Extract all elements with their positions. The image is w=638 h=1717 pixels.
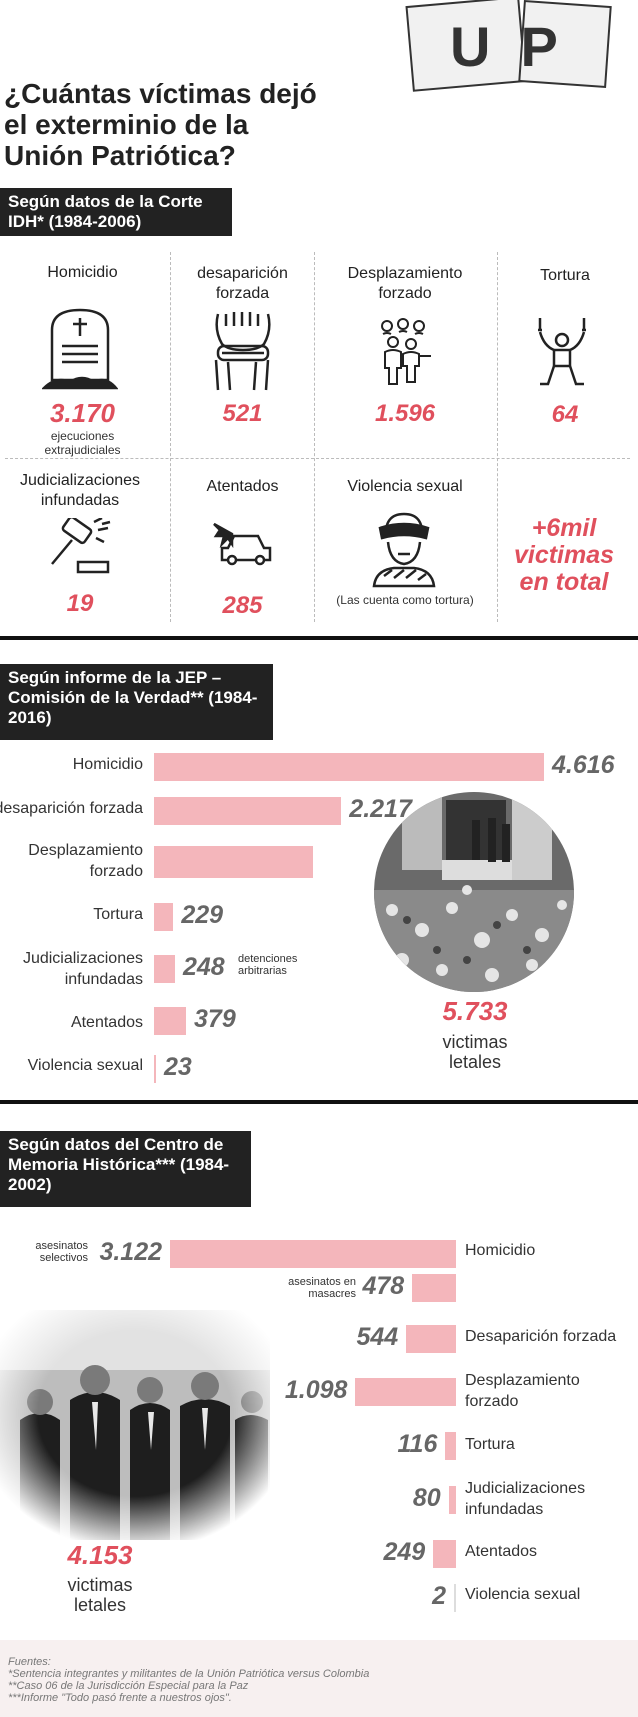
s3-total-value: 4.153 — [67, 1540, 133, 1570]
cell-value-homicidio: 3.170 — [49, 398, 116, 428]
s2-total-value: 5.733 — [442, 996, 508, 1026]
s2-value-6: 23 — [164, 1053, 192, 1081]
car-bomb-icon — [212, 520, 274, 566]
s3-cat-6: Atentados — [465, 1543, 538, 1560]
cell-title-atentados: Atentados — [206, 478, 279, 495]
s2-cat-3: Tortura — [93, 906, 143, 923]
cell-note-violencia-sexual: (Las cuenta como tortura) — [336, 593, 474, 607]
source-line-2: **Caso 06 de la Jurisdicción Especial pa… — [8, 1680, 249, 1692]
tombstone-icon — [42, 306, 118, 390]
cell-value-atentados: 285 — [222, 592, 263, 619]
sign-letters: UP — [450, 15, 588, 78]
s3-bar-3 — [355, 1378, 456, 1406]
blindfolded-person-icon — [366, 508, 442, 588]
divider — [314, 252, 315, 622]
s2-cat-1: desaparición forzada — [0, 800, 143, 817]
s2-value-1: 2.217 — [349, 795, 412, 823]
sources-heading: Fuentes: — [8, 1656, 51, 1668]
s3-cat-4: Tortura — [465, 1436, 515, 1453]
cell-note-homicidio: ejecuciones extrajudiciales — [44, 429, 121, 457]
s2-bar-4 — [154, 955, 175, 983]
divider — [5, 458, 630, 459]
s2-bar-2 — [154, 846, 313, 878]
s3-cat-3: Desplazamiento forzado — [465, 1372, 580, 1410]
s3-bar-5 — [448, 1486, 456, 1514]
group-photo — [0, 1310, 270, 1540]
cell-title-judicializaciones: Judicializaciones infundadas — [19, 472, 141, 509]
section1-total: +6mil victimas en total — [513, 514, 615, 596]
cell-title-desplazamiento: Desplazamiento forzado — [347, 265, 463, 302]
divider — [497, 252, 498, 622]
cell-title-tortura: Tortura — [540, 267, 590, 284]
cell-value-tortura: 64 — [551, 401, 579, 428]
hanging-person-icon — [534, 316, 590, 388]
s2-bar-3 — [154, 903, 174, 931]
s3-value-6: 249 — [383, 1538, 426, 1566]
s2-cat-5: Atentados — [70, 1014, 143, 1031]
gavel-icon — [46, 518, 118, 580]
s3-value-5: 80 — [412, 1484, 441, 1512]
section-rule — [0, 1100, 638, 1104]
s3-note-0: asesinatos selectivos — [35, 1240, 88, 1264]
s2-cat-0: Homicidio — [72, 756, 143, 773]
section-rule — [0, 636, 638, 640]
displaced-people-icon — [373, 318, 433, 386]
cell-value-judicializaciones: 19 — [66, 590, 94, 617]
memorial-photo — [372, 790, 576, 994]
section2-label: Según informe de la JEP – Comisión de la… — [0, 664, 273, 740]
s2-bar-0 — [154, 753, 544, 781]
s3-bar-7 — [454, 1584, 456, 1612]
page-title: ¿Cuántas víctimas dejó el exterminio de … — [4, 78, 317, 171]
cell-title-desaparicion: desaparición forzada — [197, 265, 288, 302]
s3-bar-2 — [406, 1325, 456, 1353]
s3-total-label: victimas letales — [67, 1575, 133, 1615]
s3-value-1: 478 — [362, 1272, 405, 1300]
s2-value-3: 229 — [181, 901, 224, 929]
cell-title-homicidio: Homicidio — [47, 264, 118, 281]
s2-value-4: 248 — [182, 953, 225, 981]
s2-cat-4: Judicializaciones infundadas — [22, 950, 143, 988]
s2-total-label: victimas letales — [442, 1032, 508, 1072]
s3-value-2: 544 — [356, 1323, 399, 1351]
s3-note-1: asesinatos en masacres — [288, 1276, 356, 1300]
s3-cat-5: Judicializaciones infundadas — [465, 1480, 586, 1518]
s2-bar-5 — [154, 1007, 187, 1035]
s2-note-4: detenciones arbitrarias — [238, 953, 298, 977]
s3-bar-4 — [445, 1432, 456, 1460]
s3-value-0: 3.122 — [99, 1238, 162, 1266]
s2-bar-1 — [154, 797, 342, 825]
section1-label: Según datos de la Corte IDH* (1984-2006) — [0, 188, 232, 236]
cell-value-desplazamiento: 1.596 — [374, 400, 436, 427]
s2-cat-6: Violencia sexual — [27, 1057, 143, 1074]
s3-value-3: 1.098 — [284, 1376, 348, 1404]
s3-bar-1 — [412, 1274, 456, 1302]
s3-value-4: 116 — [397, 1430, 438, 1458]
sources-footer: Fuentes: *Sentencia integrantes y milita… — [0, 1640, 638, 1717]
source-line-3: ***Informe "Todo pasó frente a nuestros … — [8, 1692, 232, 1704]
s3-cat-0: Homicidio — [465, 1242, 536, 1259]
section3-label: Según datos del Centro de Memoria Histór… — [0, 1131, 251, 1207]
cell-value-desaparicion: 521 — [222, 400, 263, 427]
s2-cat-2: Desplazamiento forzado — [28, 842, 143, 880]
hero-photo — [282, 0, 638, 250]
s3-bar-0 — [170, 1240, 456, 1268]
s2-bar-6 — [154, 1055, 156, 1083]
s3-value-7: 2 — [432, 1582, 446, 1610]
divider — [170, 252, 171, 622]
s2-value-5: 379 — [194, 1005, 236, 1033]
s3-cat-7: Violencia sexual — [465, 1586, 581, 1603]
bound-hands-icon — [208, 310, 278, 392]
s3-bar-6 — [433, 1540, 456, 1568]
cell-title-violencia-sexual: Violencia sexual — [347, 478, 463, 495]
s2-value-0: 4.616 — [552, 751, 615, 779]
s3-cat-2: Desaparición forzada — [465, 1328, 617, 1345]
source-line-1: *Sentencia integrantes y militantes de l… — [8, 1668, 370, 1680]
